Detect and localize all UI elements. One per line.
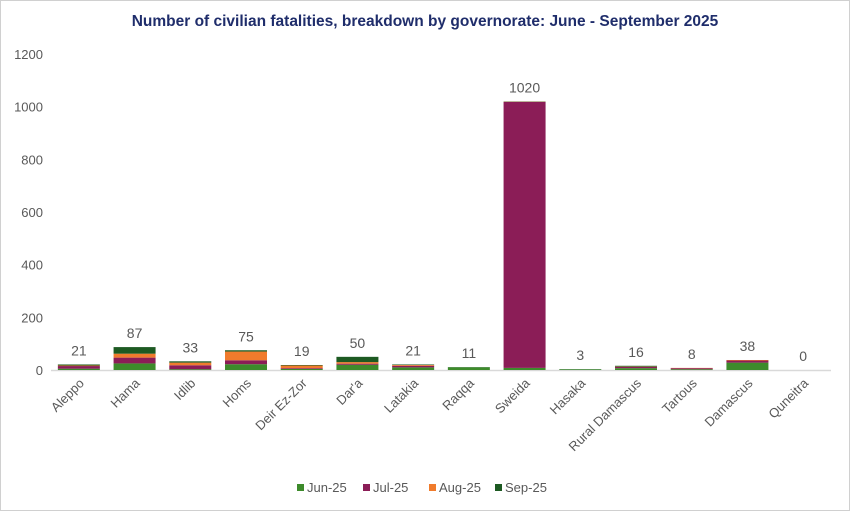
bar-segment-Sep-25 <box>113 347 156 354</box>
data-label: 8 <box>688 346 696 362</box>
x-tick-label: Damascus <box>702 375 756 429</box>
bar-segment-Jul-25 <box>615 366 657 369</box>
y-tick-label: 600 <box>21 205 43 220</box>
bar-segment-Jul-25 <box>503 101 546 368</box>
bar-segment-Jun-25 <box>392 367 435 370</box>
legend-label: Aug-25 <box>439 480 481 495</box>
chart-title: Number of civilian fatalities, breakdown… <box>131 13 719 30</box>
bar-segment-Jul-25 <box>336 363 379 365</box>
legend-label: Jul-25 <box>373 480 408 495</box>
bar-segment-Jul-25 <box>57 366 100 369</box>
bar-segment-Jun-25 <box>169 369 212 370</box>
legend-swatch <box>363 484 370 491</box>
y-tick-label: 1000 <box>14 100 43 115</box>
bar-segment-Aug-25 <box>336 362 379 364</box>
x-tick-label: Latakia <box>381 375 422 416</box>
bar-segment-Jun-25 <box>726 362 769 370</box>
data-label: 21 <box>405 342 421 358</box>
legend-label: Sep-25 <box>505 480 547 495</box>
x-tick-label: Quneitra <box>765 375 811 421</box>
bar-segment-Jul-25 <box>169 365 212 370</box>
data-label: 11 <box>462 345 477 361</box>
y-tick-label: 800 <box>21 152 43 167</box>
data-label: 33 <box>182 339 198 355</box>
bar-segment-Jul-25 <box>113 357 156 364</box>
bar-segment-Aug-25 <box>57 365 100 367</box>
bar-segment-Jun-25 <box>559 369 602 370</box>
y-tick-label: 200 <box>21 310 43 325</box>
bar-segment-Sep-25 <box>57 364 100 366</box>
data-label: 21 <box>71 342 87 358</box>
bar-segment-Aug-25 <box>726 359 769 361</box>
y-tick-label: 0 <box>36 363 43 378</box>
bar-segment-Sep-25 <box>615 365 657 367</box>
bar-segment-Jun-25 <box>615 368 657 370</box>
legend-swatch <box>297 484 304 491</box>
x-tick-label: Hama <box>108 375 144 411</box>
data-label: 1020 <box>509 79 540 95</box>
x-tick-label: Raqqa <box>439 375 477 413</box>
data-label: 19 <box>294 343 310 359</box>
legend-swatch <box>429 484 436 491</box>
x-tick-label: Aleppo <box>48 376 87 415</box>
bar-segment-Jun-25 <box>503 367 546 370</box>
data-label: 3 <box>576 347 584 363</box>
bar-segment-Jul-25 <box>670 368 713 370</box>
data-label: 38 <box>740 338 756 354</box>
bar-segment-Aug-25 <box>169 362 212 366</box>
x-tick-label: Sweida <box>492 375 533 416</box>
data-label: 87 <box>127 325 143 341</box>
x-tick-label: Hasaka <box>547 375 589 417</box>
bar-segment-Jun-25 <box>336 364 379 370</box>
x-tick-label: Idlib <box>171 376 198 403</box>
y-tick-label: 1200 <box>14 47 43 62</box>
bar-segment-Jun-25 <box>225 364 267 370</box>
bar-segment-Jun-25 <box>280 368 323 370</box>
bar-segment-Jul-25 <box>225 360 267 365</box>
bar-segment-Sep-25 <box>392 364 435 365</box>
data-label: 50 <box>350 335 366 351</box>
bar-segment-Aug-25 <box>113 353 156 358</box>
bar-segment-Jun-25 <box>57 368 100 370</box>
bar-segment-Jul-25 <box>392 365 435 368</box>
bar-segment-Sep-25 <box>336 356 379 363</box>
legend-label: Jun-25 <box>307 480 347 495</box>
bar-segment-Aug-25 <box>280 365 323 369</box>
bar-segment-Jul-25 <box>726 360 769 363</box>
x-tick-label: Tartous <box>659 375 700 416</box>
bar-segment-Aug-25 <box>225 351 267 361</box>
data-label: 16 <box>628 344 644 360</box>
legend-swatch <box>495 484 502 491</box>
x-tick-label: Deir Ez-Zor <box>252 375 310 433</box>
y-tick-label: 400 <box>21 258 43 273</box>
bar-segment-Jul-25 <box>280 368 323 369</box>
bar-segment-Jun-25 <box>113 363 156 370</box>
bar-segment-Sep-25 <box>280 364 323 366</box>
x-tick-label: Homs <box>220 375 255 410</box>
data-label: 75 <box>238 328 254 344</box>
data-label: 0 <box>799 348 807 364</box>
x-tick-label: Dar'a <box>333 375 366 408</box>
bar-segment-Sep-25 <box>225 350 267 352</box>
bar-segment-Aug-25 <box>392 364 435 366</box>
bar-segment-Sep-25 <box>169 361 212 363</box>
bar-segment-Jun-25 <box>670 369 713 370</box>
bar-segment-Jun-25 <box>447 367 490 370</box>
